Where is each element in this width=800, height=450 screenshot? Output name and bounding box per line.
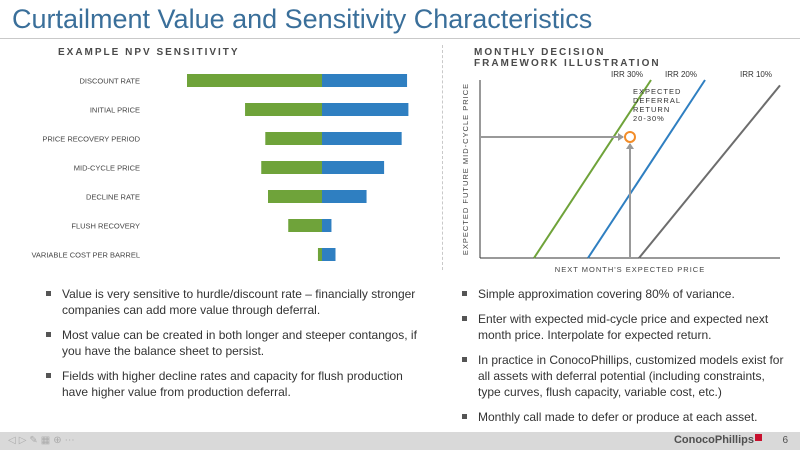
left-bullet-3: Fields with higher decline rates and cap… — [46, 368, 430, 400]
category-label: MID-CYCLE PRICE — [74, 164, 140, 173]
right-bullet-1: Simple approximation covering 80% of var… — [462, 286, 790, 302]
company-logo: ConocoPhillips — [674, 434, 762, 446]
left-bullet-2: Most value can be created in both longer… — [46, 327, 430, 359]
guide-arrowhead-right — [618, 132, 624, 141]
bar-low — [261, 161, 322, 174]
npv-sensitivity-chart: DISCOUNT RATE INITIAL PRICE PRICE RECOVERY… — [31, 74, 409, 261]
page-title: Curtailment Value and Sensitivity Charac… — [12, 4, 593, 34]
x-axis-label: NEXT MONTH'S EXPECTED PRICE — [555, 265, 705, 274]
page-number: 6 — [782, 435, 788, 446]
annotation-line: EXPECTED — [633, 87, 681, 96]
bar-high — [322, 248, 336, 261]
left-bullet-1: Value is very sensitive to hurdle/discou… — [46, 286, 430, 318]
bar-high — [322, 190, 367, 203]
irr-line — [638, 84, 781, 259]
category-label: DISCOUNT RATE — [79, 77, 140, 86]
category-label: DECLINE RATE — [86, 193, 140, 202]
annotation-line: 20-30% — [633, 114, 665, 123]
bar-high — [322, 103, 409, 116]
irr-line — [587, 79, 706, 259]
y-axis-label: EXPECTED FUTURE MID-CYCLE PRICE — [461, 83, 470, 255]
annotation-line: RETURN — [633, 105, 670, 114]
bar-high — [322, 132, 402, 145]
category-label: INITIAL PRICE — [90, 106, 140, 115]
category-label: FLUSH RECOVERY — [71, 222, 140, 231]
slides-grid-icon[interactable]: ▦ — [40, 435, 54, 446]
npv-sensitivity-heading: EXAMPLE NPV SENSITIVITY — [58, 47, 240, 58]
pen-icon[interactable]: ✎ — [29, 435, 41, 446]
irr-series-label: IRR 30% — [611, 70, 643, 79]
decision-framework-heading-line2: FRAMEWORK ILLUSTRATION — [474, 58, 661, 69]
zoom-icon[interactable]: ⊕ — [53, 435, 65, 446]
bar-low — [245, 103, 322, 116]
decision-framework-heading: MONTHLY DECISION FRAMEWORK ILLUSTRATION — [474, 47, 661, 69]
category-label: VARIABLE COST PER BARREL — [31, 251, 140, 260]
right-bullet-3: In practice in ConocoPhillips, customize… — [462, 352, 790, 400]
bar-high — [322, 219, 332, 232]
footer-bar: ◁▷✎▦⊕⋯ ConocoPhillips 6 — [0, 432, 800, 450]
more-options-icon[interactable]: ⋯ — [64, 435, 78, 446]
right-bullet-list: Simple approximation covering 80% of var… — [462, 286, 790, 434]
logo-text: ConocoPhillips — [673, 434, 754, 446]
decision-framework-heading-line1: MONTHLY DECISION — [474, 47, 606, 58]
decision-point-marker — [624, 130, 636, 143]
next-slide-icon[interactable]: ▷ — [18, 435, 30, 446]
irr-series-label: IRR 20% — [665, 70, 697, 79]
logo-mark-icon — [755, 434, 762, 441]
bar-high — [322, 74, 408, 87]
title-divider — [0, 38, 800, 39]
irr-series-label: IRR 10% — [740, 70, 772, 79]
bar-high — [322, 161, 385, 174]
irr-line — [533, 79, 652, 259]
bar-low — [288, 219, 322, 232]
annotation-line: DEFERRAL — [633, 96, 681, 105]
bar-low — [268, 190, 322, 203]
right-bullet-4: Monthly call made to defer or produce at… — [462, 409, 790, 425]
category-label: PRICE RECOVERY PERIOD — [42, 135, 140, 144]
bar-low — [187, 74, 322, 87]
prev-slide-icon[interactable]: ◁ — [8, 435, 19, 446]
right-bullet-2: Enter with expected mid-cycle price and … — [462, 311, 790, 343]
bar-low — [317, 248, 322, 261]
column-divider — [442, 45, 443, 270]
left-bullet-list: Value is very sensitive to hurdle/discou… — [46, 286, 430, 409]
guide-arrowhead-up — [626, 142, 634, 149]
bar-low — [265, 132, 322, 145]
decision-framework-chart: NEXT MONTH'S EXPECTED PRICE EXPECTED FUTU… — [461, 70, 781, 274]
slide-controls: ◁▷✎▦⊕⋯ — [8, 435, 78, 446]
